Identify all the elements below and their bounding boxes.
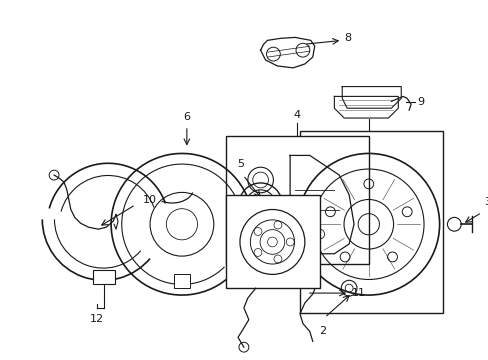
Text: 5: 5 [237, 159, 244, 169]
Text: 12: 12 [90, 314, 104, 324]
Text: 10: 10 [142, 195, 156, 205]
Text: 6: 6 [183, 112, 190, 122]
Polygon shape [260, 37, 314, 68]
Text: 11: 11 [351, 288, 366, 298]
Bar [299, 131, 442, 313]
Text: 9: 9 [416, 97, 423, 107]
Text: 3: 3 [483, 197, 488, 207]
Bar [174, 274, 189, 288]
Polygon shape [334, 96, 398, 118]
Text: 4: 4 [293, 110, 300, 120]
Text: 2: 2 [318, 325, 325, 336]
Bar [93, 270, 115, 284]
Bar [226, 195, 319, 288]
Text: 8: 8 [344, 33, 350, 44]
Text: 7: 7 [293, 278, 300, 288]
Text: 1: 1 [365, 106, 371, 116]
Bar [226, 136, 368, 264]
